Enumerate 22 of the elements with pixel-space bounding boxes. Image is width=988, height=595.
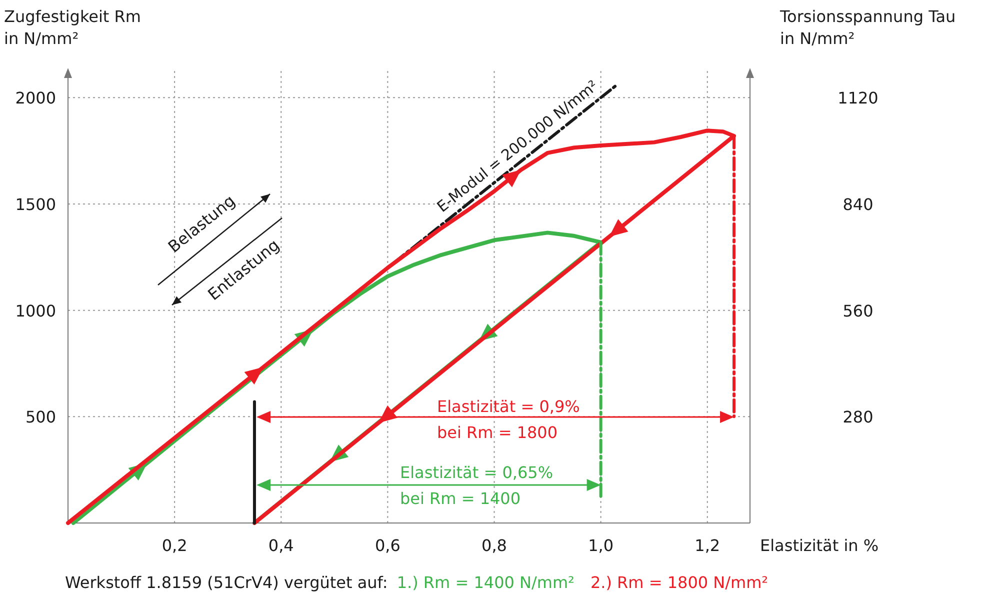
- legend-title: Werkstoff 1.8159 (51CrV4) vergütet auf:: [65, 573, 388, 592]
- y2-tick-label: 1120: [838, 88, 878, 108]
- text: 1.) Rm = 1400 N/mm²: [396, 573, 574, 592]
- y-tick-label: 1500: [15, 194, 56, 214]
- y-tick-label: 1000: [15, 301, 56, 320]
- text: 2.) Rm = 1800 N/mm²: [590, 573, 768, 592]
- y2-tick-label: 840: [842, 194, 874, 214]
- annotation: Elastizität = 0,9% bei Rm = 1800: [437, 397, 580, 442]
- x-axis-title: Elastizität in %: [760, 536, 879, 555]
- y2-tick-label: 280: [842, 408, 874, 427]
- x-tick-label: 1,2: [694, 536, 720, 555]
- annotation: Elastizität = 0,65% bei Rm = 1400: [400, 463, 554, 508]
- y-axis-title: Zugfestigkeit Rm in N/mm²: [4, 7, 141, 48]
- x-tick-label: 0,8: [482, 536, 507, 555]
- x-tick-label: 0,6: [374, 536, 400, 555]
- y2-tick-label: 560: [842, 301, 874, 320]
- x-tick-label: 0,4: [268, 536, 294, 555]
- y-tick-label: 500: [25, 408, 56, 427]
- y-tick-label: 2000: [15, 88, 56, 108]
- y2-axis-title: Torsionsspannung Tau in N/mm²: [779, 7, 956, 48]
- x-tick-label: 0,2: [162, 536, 188, 555]
- x-tick-label: 1,0: [588, 536, 614, 555]
